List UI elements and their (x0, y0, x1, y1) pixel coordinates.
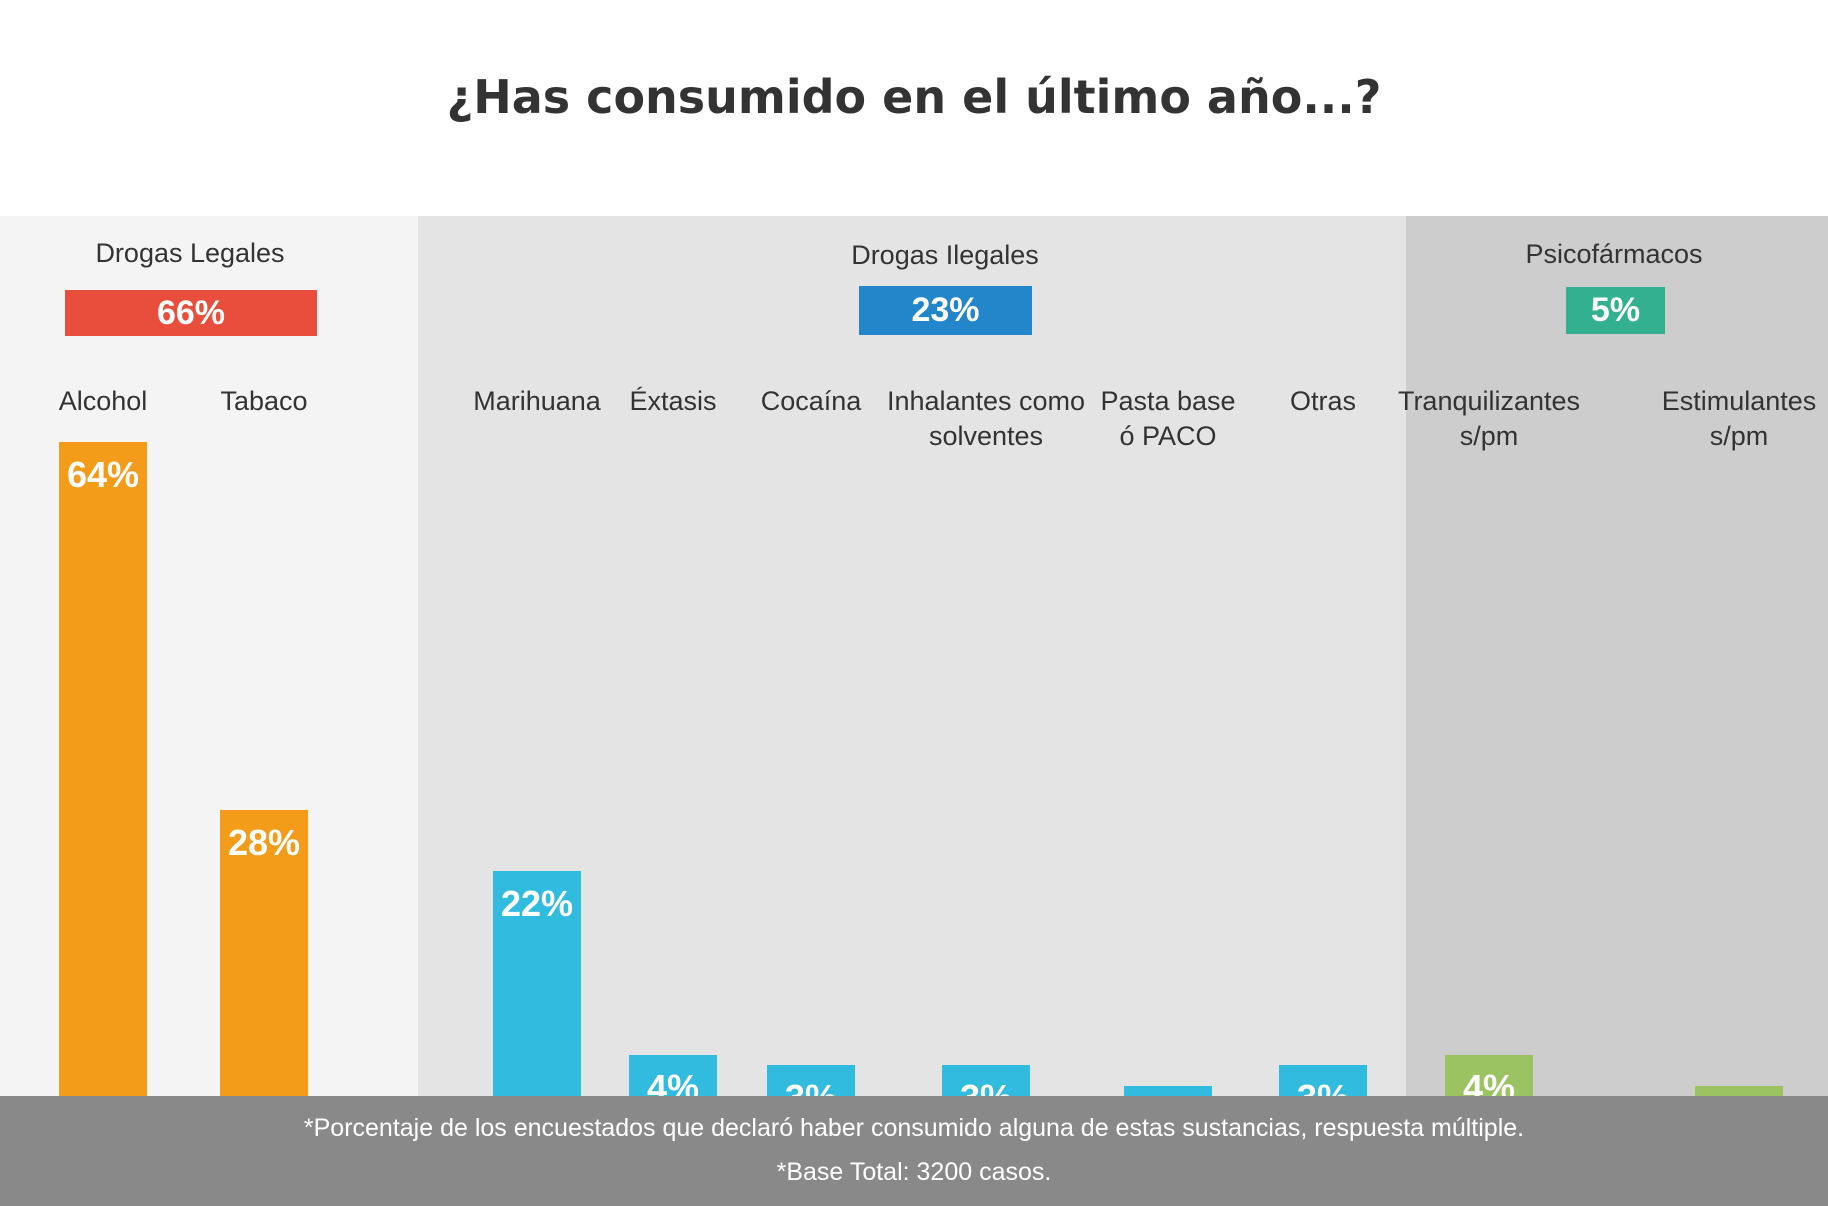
footer: *Porcentaje de los encuestados que decla… (0, 1096, 1828, 1206)
panel-illegal (418, 216, 1406, 1096)
bar-cocaina: 3% (767, 1065, 855, 1118)
category-label-extasis: Éxtasis (629, 386, 717, 416)
bar-estimulantes: 1% (1695, 1085, 1783, 1139)
group-label-psico: Psicofármacos (1525, 239, 1703, 269)
category-label-estimulantes: Estimulantes s/pm (1661, 386, 1817, 451)
bar-value-alcohol: 64% (66, 454, 140, 495)
chart-title: ¿Has consumido en el último año...? (446, 70, 1382, 124)
bar-tabaco: 28% (220, 809, 308, 1096)
category-label-pasta-base: Pasta base ó PACO (1100, 386, 1236, 451)
category-label-marihuana: Marihuana (473, 386, 601, 416)
group-label-legal: Drogas Legales (95, 238, 285, 268)
group-total-illegal: 23% (859, 286, 1032, 335)
category-label-otras: Otras (1289, 386, 1357, 416)
category-label-tranquilizantes: Tranquilizantes s/pm (1397, 386, 1581, 451)
bar-extasis: 4% (629, 1055, 717, 1108)
group-total-legal: 66% (65, 290, 317, 336)
category-label-alcohol: Alcohol (58, 386, 148, 416)
bar-alcohol: 64% (59, 442, 147, 1096)
category-label-inhalantes-como: Inhalantes como solventes (886, 386, 1086, 451)
group-label-illegal: Drogas Ilegales (851, 240, 1039, 270)
bar-tranquilizantes: 4% (1445, 1055, 1533, 1108)
bar-value-tabaco: 28% (227, 821, 301, 863)
panel-psico (1406, 216, 1828, 1096)
bar-value-marihuana: 22% (500, 883, 574, 925)
category-label-tabaco: Tabaco (220, 386, 308, 416)
bar-inhalantes-como: 3% (942, 1065, 1030, 1118)
footnote-base: *Base Total: 3200 casos. (776, 1158, 1052, 1186)
bar-pasta-base: 1% (1124, 1085, 1212, 1139)
bar-otras: 3% (1279, 1065, 1367, 1118)
footnote-percentage: *Porcentaje de los encuestados que decla… (303, 1114, 1525, 1142)
category-label-cocaina: Cocaína (760, 386, 862, 416)
bar-marihuana: 22% (493, 871, 581, 1096)
group-total-psico: 5% (1566, 287, 1665, 334)
